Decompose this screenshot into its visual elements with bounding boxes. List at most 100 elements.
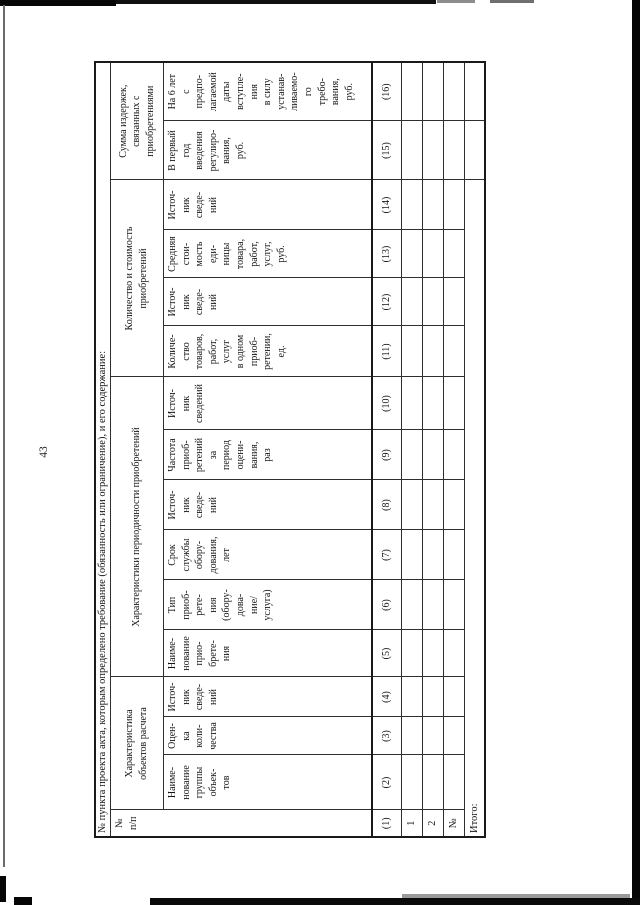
column-number: (5) — [372, 630, 402, 677]
scan-artifact-bottom-bar — [150, 898, 640, 905]
column-number: (2) — [372, 755, 402, 810]
empty-cell — [422, 755, 444, 810]
empty-cell — [443, 530, 465, 580]
empty-cell — [401, 61, 423, 121]
column-header: Источ- ник сведе- ний — [163, 278, 372, 326]
empty-cell — [401, 230, 423, 278]
column-number: (13) — [372, 230, 402, 278]
empty-cell — [443, 677, 465, 717]
empty-cell — [464, 121, 485, 180]
scan-artifact-top-bar — [116, 0, 436, 4]
row-number: 2 — [422, 810, 444, 837]
empty-cell — [443, 61, 465, 121]
table-title: № пункта проекта акта, которым определен… — [95, 61, 111, 837]
column-header: Оцен- ка коли- чества — [163, 717, 372, 755]
scan-artifact-top-dash — [490, 0, 534, 3]
column-number: (10) — [372, 377, 402, 430]
column-header: Тип приоб- рете- ния (обору- дова- ние/ … — [163, 580, 372, 630]
empty-cell — [422, 677, 444, 717]
column-number: (14) — [372, 180, 402, 230]
column-number: (1) — [372, 810, 402, 837]
row-number: № — [443, 810, 465, 837]
empty-cell — [422, 326, 444, 377]
column-header: Источ- ник сведе- ний — [163, 480, 372, 530]
empty-cell — [443, 480, 465, 530]
empty-cell — [401, 755, 423, 810]
empty-cell — [401, 677, 423, 717]
empty-cell — [422, 278, 444, 326]
empty-cell — [401, 630, 423, 677]
total-label: Итого: — [464, 180, 485, 837]
page-number: 43 — [38, 446, 50, 458]
column-number: (7) — [372, 530, 402, 580]
empty-cell — [422, 717, 444, 755]
empty-cell — [443, 180, 465, 230]
column-header: Источ- ник сведений — [163, 377, 372, 430]
column-header: На 6 лет с предпо- лагаемой даты вступле… — [163, 61, 372, 121]
empty-cell — [443, 580, 465, 630]
column-number: (4) — [372, 677, 402, 717]
empty-cell — [443, 630, 465, 677]
column-number: (6) — [372, 580, 402, 630]
scan-artifact-corner-mark — [14, 897, 32, 905]
empty-cell — [422, 61, 444, 121]
column-header: Средняя стои- мость еди- ницы товара, ра… — [163, 230, 372, 278]
column-number: (12) — [372, 278, 402, 326]
column-number: (16) — [372, 61, 402, 121]
column-header: Срок службы обору- дования, лет — [163, 530, 372, 580]
empty-cell — [443, 430, 465, 480]
empty-cell — [401, 278, 423, 326]
empty-cell — [443, 326, 465, 377]
scan-artifact-right-bar — [632, 0, 640, 905]
empty-cell — [401, 580, 423, 630]
column-header: Источ- ник сведе- ний — [163, 180, 372, 230]
empty-cell — [422, 121, 444, 180]
empty-cell — [422, 630, 444, 677]
empty-cell — [422, 377, 444, 430]
empty-cell — [422, 430, 444, 480]
empty-cell — [422, 230, 444, 278]
empty-cell — [401, 377, 423, 430]
column-header: Количе- ство товаров, работ, услуг в одн… — [163, 326, 372, 377]
empty-cell — [443, 230, 465, 278]
column-header: В первый год введения регулиро- вания, р… — [163, 121, 372, 180]
empty-cell — [401, 480, 423, 530]
empty-cell — [401, 121, 423, 180]
scan-artifact-left-line — [3, 5, 5, 867]
group-header-quantity-cost: Количество и стоимость приобретений — [110, 180, 164, 377]
group-header-costs-sum: Сумма издержек, связанных с приобретения… — [110, 61, 164, 180]
column-number: (9) — [372, 430, 402, 480]
column-number: (3) — [372, 717, 402, 755]
empty-cell — [443, 377, 465, 430]
scan-artifact-bottom-fuzz — [402, 894, 630, 898]
empty-cell — [443, 755, 465, 810]
empty-cell — [422, 480, 444, 530]
empty-cell — [443, 278, 465, 326]
empty-cell — [443, 121, 465, 180]
scan-artifact-corner-blob — [0, 876, 6, 902]
column-header: Наиме- нование прио- брете- ния — [163, 630, 372, 677]
column-number: (11) — [372, 326, 402, 377]
empty-cell — [401, 530, 423, 580]
column-number: (8) — [372, 480, 402, 530]
scan-artifact-top-dash — [437, 0, 475, 3]
empty-cell — [401, 180, 423, 230]
column-number: (15) — [372, 121, 402, 180]
empty-cell — [422, 580, 444, 630]
empty-cell — [401, 717, 423, 755]
costs-table: № пункта проекта акта, которым определен… — [94, 60, 486, 838]
column-header-npp: № п/п — [110, 810, 372, 837]
empty-cell — [464, 61, 485, 121]
empty-cell — [401, 430, 423, 480]
group-header-objects: Характеристика объектов расчета — [110, 677, 164, 810]
group-header-periodicity: Характеристики периодичности приобретени… — [110, 377, 164, 677]
column-header: Источ- ник сведе- ний — [163, 677, 372, 717]
column-header: Частота приоб- ретений за период оцени- … — [163, 430, 372, 480]
empty-cell — [422, 530, 444, 580]
column-header: Наиме- нование группы объек- тов — [163, 755, 372, 810]
empty-cell — [401, 326, 423, 377]
scan-artifact-top-bar — [0, 0, 116, 6]
empty-cell — [422, 180, 444, 230]
row-number: 1 — [401, 810, 423, 837]
empty-cell — [443, 717, 465, 755]
